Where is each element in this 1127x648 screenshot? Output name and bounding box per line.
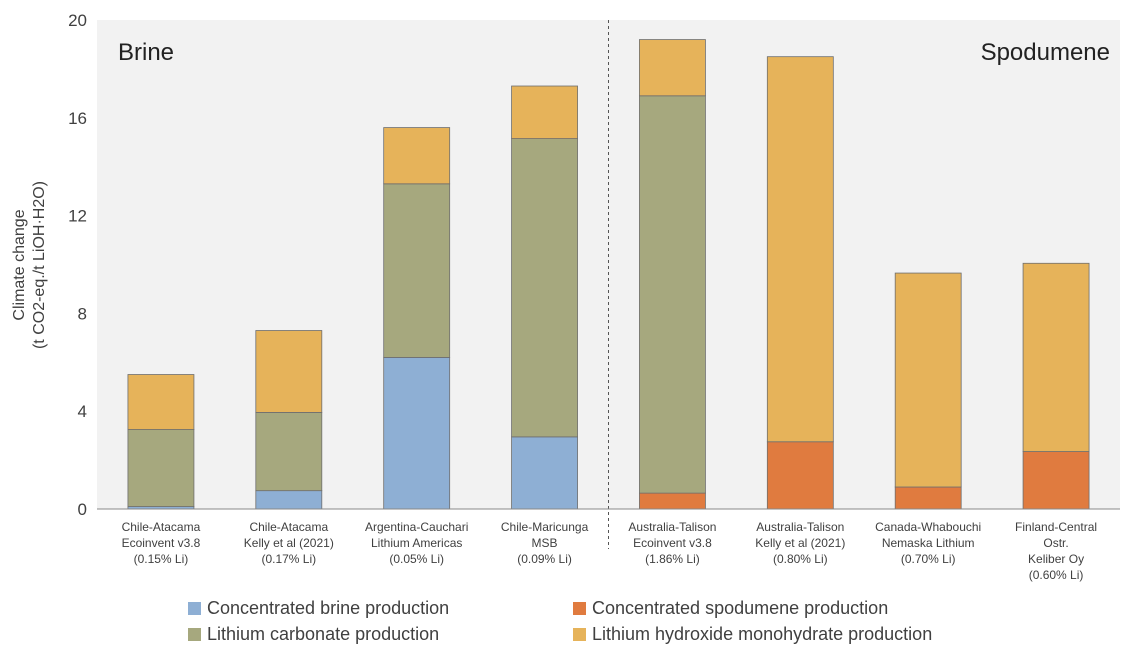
y-axis-title-line1: Climate change — [11, 209, 28, 320]
x-category-label: (0.70% Li) — [901, 552, 956, 566]
region-label-spodumene: Spodumene — [981, 39, 1110, 66]
x-category-label: Keliber Oy — [1028, 552, 1084, 566]
bar-segment-lithium-hydroxide-monohydrate-production-1 — [255, 330, 323, 413]
x-category-label: Australia-Talison — [628, 520, 716, 534]
bar-segment-lithium-hydroxide-monohydrate-production-0 — [127, 374, 195, 430]
bar-segment-concentrated-brine-production-1 — [255, 490, 323, 510]
legend-label-spodumene: Concentrated spodumene production — [592, 598, 889, 618]
y-tick-label: 12 — [68, 207, 87, 226]
legend-swatch-spodumene — [573, 602, 586, 615]
bar-segment-lithium-hydroxide-monohydrate-production-5 — [766, 56, 834, 443]
bars-group — [127, 39, 1090, 510]
x-category-label: (0.09% Li) — [517, 552, 572, 566]
legend-swatch-hydroxide — [573, 628, 586, 641]
y-tick-label: 8 — [78, 304, 87, 323]
legend-swatch-carbonate — [188, 628, 201, 641]
x-category-label: Kelly et al (2021) — [755, 536, 845, 550]
x-category-label: Ecoinvent v3.8 — [122, 536, 201, 550]
y-axis-title: Climate change (t CO2-eq./t LiOH·H2O) — [11, 181, 48, 349]
bar-segment-lithium-hydroxide-monohydrate-production-6 — [894, 272, 962, 488]
x-category-label: (0.17% Li) — [261, 552, 316, 566]
bar-segment-concentrated-spodumene-production-4 — [639, 492, 706, 510]
x-category-label: Nemaska Lithium — [882, 536, 975, 550]
bar-segment-lithium-carbonate-production-3 — [511, 138, 578, 438]
y-axis-title-line2: (t CO2-eq./t LiOH·H2O) — [31, 181, 48, 349]
legend-item-carbonate: Lithium carbonate production — [188, 624, 439, 645]
legend-label-carbonate: Lithium carbonate production — [207, 624, 440, 644]
legend-label-brine: Concentrated brine production — [207, 598, 450, 618]
bar-segment-concentrated-brine-production-2 — [383, 357, 451, 510]
bar-segment-lithium-carbonate-production-1 — [255, 412, 323, 492]
bar-segment-concentrated-brine-production-3 — [511, 436, 578, 510]
x-category-label: Chile-Maricunga — [501, 520, 589, 534]
bar-segment-concentrated-spodumene-production-5 — [766, 441, 834, 510]
x-category-label: Finland-Central — [1015, 520, 1097, 534]
region-label-brine: Brine — [118, 39, 174, 66]
x-category-label: (0.60% Li) — [1029, 568, 1084, 582]
x-category-label: Ostr. — [1043, 536, 1068, 550]
legend: Concentrated brine production Concentrat… — [188, 598, 1088, 648]
x-category-label: Ecoinvent v3.8 — [633, 536, 712, 550]
legend-label-hydroxide: Lithium hydroxide monohydrate production — [592, 624, 933, 644]
bar-segment-lithium-carbonate-production-0 — [127, 429, 195, 507]
bar-segment-lithium-carbonate-production-2 — [383, 183, 451, 358]
bar-segment-lithium-hydroxide-monohydrate-production-3 — [511, 85, 578, 139]
bar-segment-lithium-hydroxide-monohydrate-production-4 — [639, 39, 706, 97]
y-axis: 0 4 8 12 16 20 — [68, 11, 87, 519]
bar-segment-lithium-hydroxide-monohydrate-production-2 — [383, 127, 451, 185]
legend-item-hydroxide: Lithium hydroxide monohydrate production — [573, 624, 932, 645]
y-tick-label: 20 — [68, 11, 87, 30]
legend-swatch-brine — [188, 602, 201, 615]
x-category-label: Chile-Atacama — [122, 520, 201, 534]
x-category-label: (0.15% Li) — [134, 552, 189, 566]
x-category-label: (1.86% Li) — [645, 552, 700, 566]
stacked-bar-chart: 0 4 8 12 16 20 Brine Spodumene Chile-Atacama E… — [11, 11, 1120, 582]
y-tick-label: 16 — [68, 109, 87, 128]
x-category-label: (0.80% Li) — [773, 552, 828, 566]
x-category-label: Lithium Americas — [371, 536, 462, 550]
bar-segment-concentrated-spodumene-production-7 — [1022, 451, 1090, 510]
y-tick-label: 4 — [78, 402, 87, 421]
x-category-label: Australia-Talison — [756, 520, 844, 534]
legend-item-spodumene: Concentrated spodumene production — [573, 598, 888, 619]
legend-item-brine: Concentrated brine production — [188, 598, 449, 619]
x-category-label: Kelly et al (2021) — [244, 536, 334, 550]
x-axis-labels: Chile-Atacama Ecoinvent v3.8 (0.15% Li) Chi… — [122, 520, 1098, 582]
x-category-label: (0.05% Li) — [389, 552, 444, 566]
bar-segment-concentrated-spodumene-production-6 — [894, 486, 962, 510]
bar-segment-lithium-hydroxide-monohydrate-production-7 — [1022, 262, 1090, 452]
x-category-label: MSB — [532, 536, 558, 550]
x-category-label: Chile-Atacama — [249, 520, 328, 534]
bar-segment-lithium-carbonate-production-4 — [639, 95, 706, 494]
y-tick-label: 0 — [78, 500, 87, 519]
x-category-label: Canada-Whabouchi — [875, 520, 981, 534]
x-category-label: Argentina-Cauchari — [365, 520, 468, 534]
